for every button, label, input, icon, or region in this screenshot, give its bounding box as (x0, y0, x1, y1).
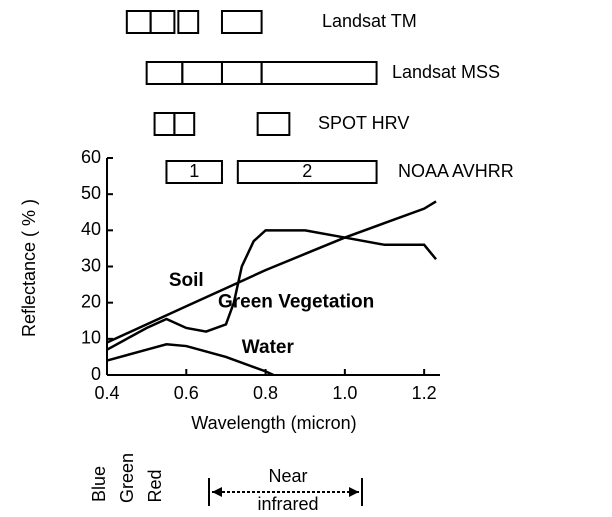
band-box (149, 10, 176, 34)
sensor-label: NOAA AVHRR (398, 161, 514, 181)
sensor-label: SPOT HRV (318, 113, 409, 133)
band-box (125, 10, 152, 34)
y-tick-label: 0 (91, 364, 101, 384)
sensor-label: Landsat MSS (392, 62, 500, 82)
band-box (145, 61, 184, 85)
band-label: 2 (302, 161, 312, 181)
nir-label: infrared (257, 494, 318, 514)
y-tick-label: 40 (81, 219, 101, 239)
band-box (153, 112, 176, 136)
y-axis-label: Reflectance ( % ) (19, 199, 39, 337)
x-tick-label: 1.0 (332, 383, 357, 403)
line (106, 229, 438, 351)
band-box (181, 61, 223, 85)
line (106, 342, 275, 377)
band-box (260, 61, 378, 85)
y-tick-label: 60 (81, 147, 101, 167)
x-tick-label: 0.6 (174, 383, 199, 403)
series-label: Green Vegetation (218, 292, 374, 313)
y-tick-label: 50 (81, 183, 101, 203)
x-tick-label: 0.4 (94, 383, 119, 403)
band-box (220, 61, 263, 85)
x-tick-label: 0.8 (253, 383, 278, 403)
band-box (220, 10, 263, 34)
region-label: Blue (89, 466, 109, 502)
band-box (173, 112, 196, 136)
x-tick-label: 1.2 (412, 383, 437, 403)
band-box (236, 160, 378, 184)
band-box (256, 112, 291, 136)
series-label: Soil (169, 270, 204, 291)
nir-arrow (208, 478, 363, 506)
y-tick-label: 30 (81, 255, 101, 275)
y-tick-label: 10 (81, 328, 101, 348)
x-axis-label: Wavelength (micron) (191, 413, 356, 433)
band-box (165, 160, 223, 184)
region-label: Red (145, 469, 165, 502)
nir-label: Near (268, 466, 307, 486)
region-label: Green (117, 453, 137, 503)
line (106, 200, 437, 344)
series-label: Water (242, 337, 295, 358)
band-box (177, 10, 200, 34)
sensor-label: Landsat TM (322, 11, 417, 31)
y-tick-label: 20 (81, 291, 101, 311)
band-label: 1 (189, 161, 199, 181)
